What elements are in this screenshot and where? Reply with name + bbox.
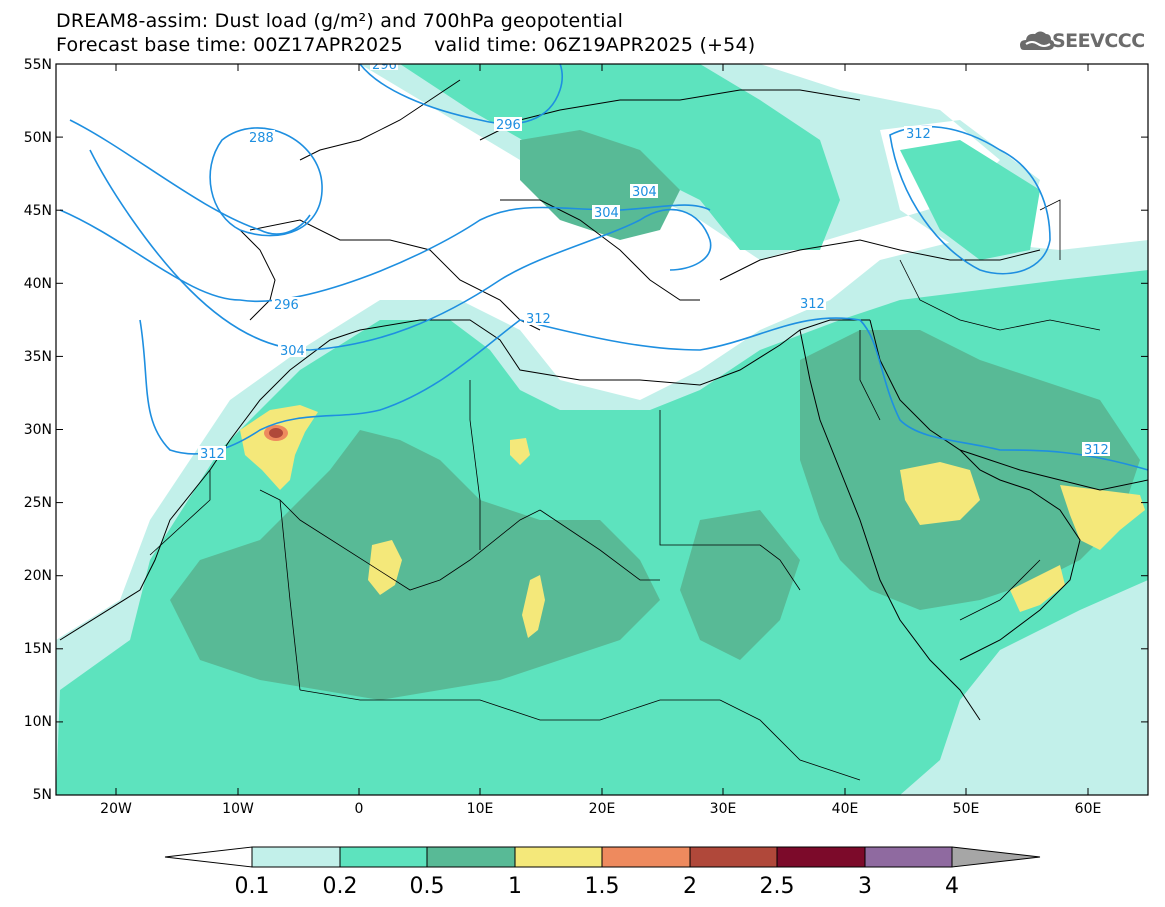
axis-ticks: [56, 63, 1148, 796]
colorbar-swatch: [514, 846, 603, 868]
colorbar-swatch: [601, 846, 691, 868]
contour-label: 312: [526, 312, 551, 327]
latitude-labels: 55N 50N 45N 40N 35N 30N 25N 20N 15N 10N …: [24, 57, 52, 803]
lon-label: 60E: [1075, 801, 1102, 817]
longitude-labels: 20W 10W 0 10E 20E 30E 40E 50E 60E: [100, 801, 1101, 817]
lat-label: 50N: [24, 130, 52, 146]
cloud-icon: [1020, 31, 1055, 50]
lat-label: 10N: [24, 714, 52, 730]
dust-field: 288 296 296 296 304 304 304 312 312 312 …: [56, 58, 1148, 795]
dust-level-0.5: [170, 130, 1140, 700]
contour-label: 312: [200, 447, 225, 462]
contour-label: 296: [372, 58, 397, 73]
colorbar-label: 2: [683, 874, 697, 899]
lon-label: 20E: [589, 801, 616, 817]
lat-label: 45N: [24, 203, 52, 219]
colorbar-label: 0.5: [410, 874, 445, 899]
lat-label: 55N: [24, 57, 52, 73]
contour-label: 312: [800, 297, 825, 312]
colorbar-label: 0.2: [323, 874, 358, 899]
colorbar-over-triangle: [951, 846, 1041, 868]
logo-text: SEEVCCC: [1052, 30, 1145, 52]
lat-label: 25N: [24, 495, 52, 511]
colorbar-swatch: [251, 846, 341, 868]
lat-label: 40N: [24, 276, 52, 292]
colorbar-label: 1.5: [585, 874, 620, 899]
lon-label: 30E: [710, 801, 737, 817]
colorbar-swatch: [776, 846, 866, 868]
lon-label: 0: [355, 801, 364, 817]
dust-level-2.0: [269, 428, 283, 438]
colorbar-swatch: [339, 846, 428, 868]
country-borders: [149, 199, 1101, 781]
colorbar-label: 3: [858, 874, 872, 899]
colorbar-under-triangle: [164, 846, 253, 868]
colorbar-label: 1: [508, 874, 522, 899]
lon-label: 40E: [832, 801, 859, 817]
contour-label: 288: [249, 131, 274, 146]
lat-label: 20N: [24, 568, 52, 584]
lat-label: 15N: [24, 641, 52, 657]
colorbar-label: 4: [945, 874, 959, 899]
contour-labels: 288 296 296 296 304 304 304 312 312 312 …: [198, 58, 1110, 462]
contour-label: 304: [594, 206, 619, 221]
lat-label: 35N: [24, 349, 52, 365]
title-line-2: Forecast base time: 00Z17APR2025 valid t…: [56, 34, 756, 56]
colorbar-swatch: [426, 846, 516, 868]
colorbar-label: 0.1: [235, 874, 270, 899]
contour-label: 312: [906, 127, 931, 142]
colorbar: [164, 846, 1041, 868]
contour-label: 304: [632, 185, 657, 200]
lon-label: 20W: [100, 801, 132, 817]
lon-label: 50E: [953, 801, 980, 817]
colorbar-swatch: [864, 846, 953, 868]
contour-label: 296: [496, 118, 521, 133]
colorbar-label: 2.5: [760, 874, 795, 899]
contour-label: 296: [274, 298, 299, 313]
contour-label: 304: [280, 344, 305, 359]
lat-label: 5N: [33, 787, 52, 803]
lon-label: 10E: [467, 801, 494, 817]
title-line-1: DREAM8-assim: Dust load (g/m²) and 700hP…: [56, 10, 624, 32]
colorbar-swatch: [689, 846, 778, 868]
contour-label: 312: [1084, 443, 1109, 458]
lat-label: 30N: [24, 422, 52, 438]
coastlines: [59, 79, 1148, 721]
lon-label: 10W: [222, 801, 254, 817]
colorbar-labels: 0.1 0.2 0.5 1 1.5 2 2.5 3 4: [235, 874, 960, 899]
